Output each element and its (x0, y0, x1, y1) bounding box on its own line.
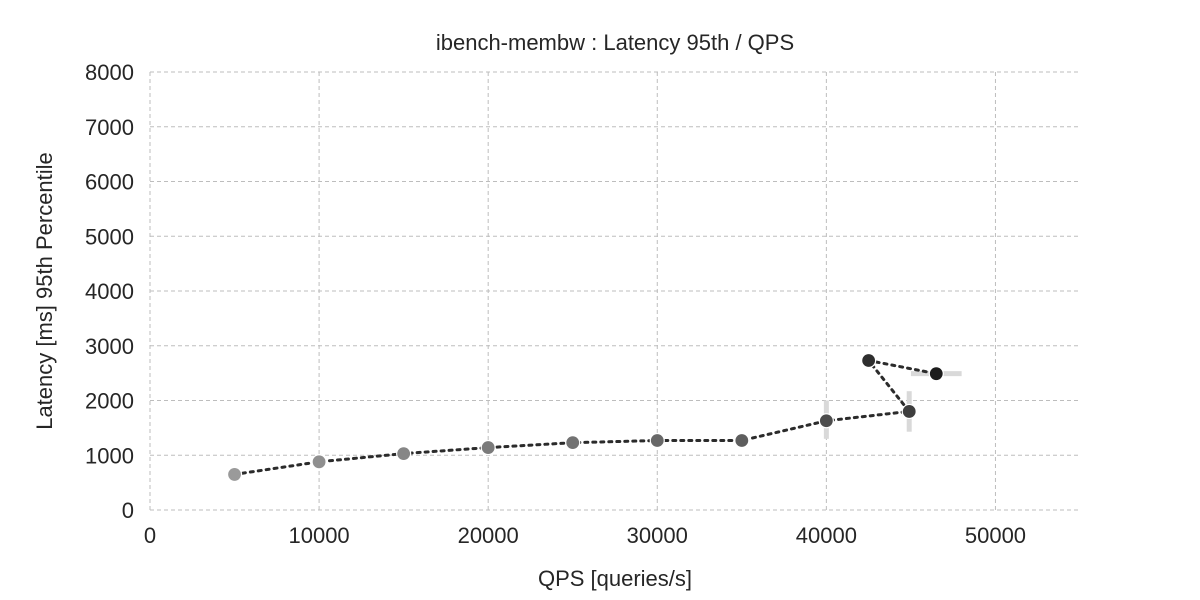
data-point (928, 366, 944, 382)
data-point (818, 413, 834, 429)
data-point (311, 454, 327, 470)
y-tick-label: 1000 (85, 443, 134, 468)
data-point (396, 446, 412, 462)
x-tick-label: 30000 (627, 523, 688, 548)
y-tick-label: 2000 (85, 389, 134, 414)
y-tick-label: 0 (122, 498, 134, 523)
data-point (649, 432, 665, 449)
y-tick-label: 8000 (85, 60, 134, 85)
data-point (480, 439, 496, 456)
data-point (901, 403, 917, 420)
data-point (226, 466, 243, 483)
y-tick-label: 5000 (85, 224, 134, 249)
x-tick-label: 50000 (965, 523, 1026, 548)
y-axis-label: Latency [ms] 95th Percentile (32, 152, 57, 430)
data-points (226, 352, 944, 483)
chart-title: ibench-membw : Latency 95th / QPS (436, 30, 794, 55)
y-tick-label: 7000 (85, 115, 134, 140)
y-tick-label: 4000 (85, 279, 134, 304)
y-tick-label: 6000 (85, 170, 134, 195)
x-tick-label: 10000 (288, 523, 349, 548)
y-tick-labels: 0 1000 2000 3000 4000 5000 6000 7000 8000 (85, 60, 134, 523)
data-point (734, 432, 750, 449)
x-tick-label: 0 (144, 523, 156, 548)
y-tick-label: 3000 (85, 334, 134, 359)
grid (149, 71, 1080, 511)
data-point (565, 435, 581, 451)
x-axis-label: QPS [queries/s] (538, 566, 692, 591)
error-bars (823, 371, 962, 439)
data-point (861, 352, 877, 369)
x-tick-labels: 0 10000 20000 30000 40000 50000 (144, 523, 1026, 548)
x-tick-label: 40000 (796, 523, 857, 548)
x-tick-label: 20000 (458, 523, 519, 548)
